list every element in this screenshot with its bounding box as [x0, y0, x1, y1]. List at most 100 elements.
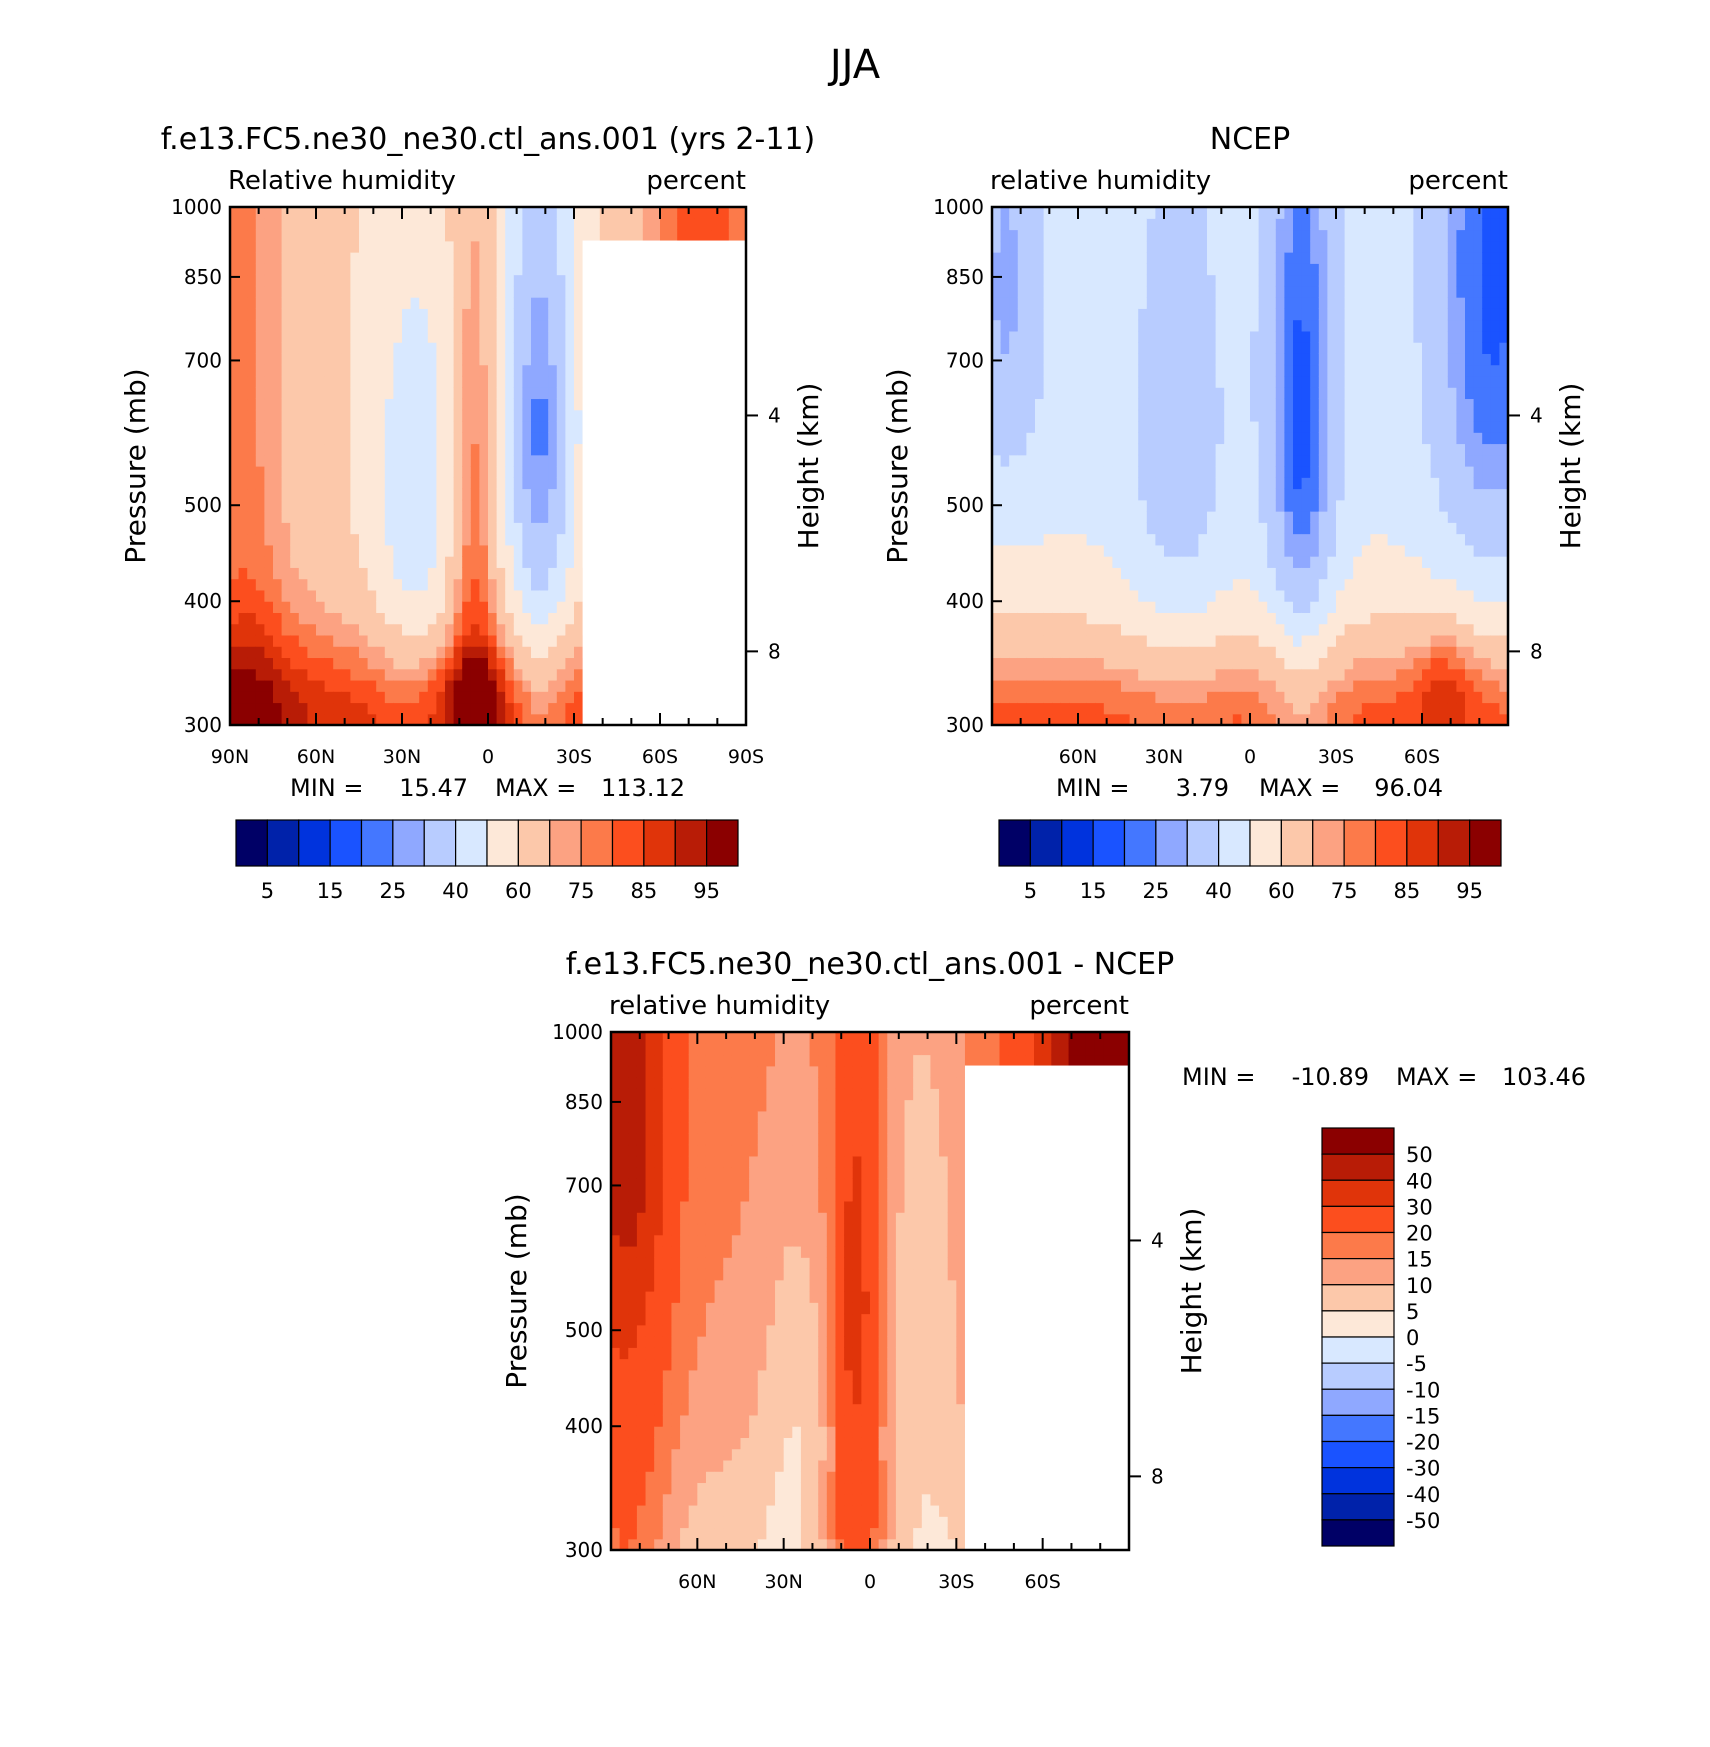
field-cell [513, 646, 523, 659]
field-cell [1284, 533, 1294, 546]
field-cell [1207, 319, 1217, 332]
field-cell [1155, 308, 1165, 321]
field-cell [298, 499, 308, 512]
field-cell [1310, 432, 1320, 445]
field-cell [1129, 544, 1139, 557]
field-cell [230, 240, 240, 253]
field-cell [316, 443, 326, 456]
field-cell [1112, 601, 1122, 613]
field-cell [591, 229, 601, 242]
field-cell [1293, 646, 1303, 659]
field-cell [1275, 342, 1285, 354]
field-cell [1026, 342, 1036, 354]
field-cell [505, 522, 515, 535]
field-cell [376, 466, 386, 478]
field-cell [1318, 342, 1328, 354]
field-cell [556, 330, 566, 343]
field-cell [1086, 488, 1096, 501]
field-cell [1361, 601, 1371, 613]
field-cell [1078, 646, 1088, 659]
field-cell [992, 297, 1002, 309]
field-cell [1353, 454, 1363, 467]
field-cell [1293, 308, 1303, 321]
field-cell [522, 691, 532, 704]
field-cell [1370, 556, 1380, 568]
field-cell [255, 263, 265, 276]
field-cell [341, 578, 351, 591]
field-cell [513, 668, 523, 681]
field-cell [1267, 454, 1277, 467]
field-cell [1043, 342, 1053, 354]
field-cell [350, 308, 360, 321]
field-cell [1267, 691, 1277, 704]
field-cell [316, 668, 326, 681]
field-cell [1198, 657, 1208, 670]
field-cell [427, 567, 437, 580]
field-cell [445, 308, 455, 321]
field-cell [1009, 375, 1019, 388]
field-cell [992, 409, 1002, 422]
field-cell [1275, 432, 1285, 445]
field-cell [1146, 398, 1156, 411]
field-cell [1370, 285, 1380, 298]
field-cell [1121, 567, 1131, 580]
field-cell [230, 375, 240, 388]
field-cell [376, 353, 386, 366]
field-cell [1164, 612, 1174, 625]
field-cell [307, 691, 317, 704]
field-cell [513, 342, 523, 354]
field-cell [1009, 240, 1019, 253]
field-cell [1172, 454, 1182, 467]
field-cell [298, 623, 308, 636]
field-cell [324, 601, 334, 613]
field-cell [1155, 511, 1165, 523]
field-cell [1258, 263, 1268, 276]
field-cell [531, 634, 541, 647]
field-cell [445, 691, 455, 704]
field-cell [410, 432, 420, 445]
field-cell [350, 466, 360, 478]
field-cell [264, 589, 274, 602]
field-cell [419, 567, 429, 580]
field-cell [992, 263, 1002, 276]
field-cell [1344, 533, 1354, 546]
field-cell [1327, 443, 1337, 456]
field-cell [513, 398, 523, 411]
field-cell [1379, 308, 1389, 321]
field-cell [1078, 556, 1088, 568]
field-cell [1146, 409, 1156, 422]
field-cell [273, 387, 283, 400]
field-cell [470, 330, 480, 343]
field-cell [1215, 297, 1225, 309]
field-cell [255, 285, 265, 298]
field-cell [238, 229, 248, 242]
field-cell [539, 398, 549, 411]
field-cell [273, 274, 283, 287]
field-cell [255, 646, 265, 659]
field-cell [992, 578, 1002, 591]
field-cell [1043, 420, 1053, 433]
field-cell [410, 375, 420, 388]
field-cell [1164, 308, 1174, 321]
field-cell [1198, 252, 1208, 264]
field-cell [1078, 634, 1088, 647]
field-cell [1293, 679, 1303, 692]
field-cell [1198, 285, 1208, 298]
field-cell [711, 218, 721, 231]
field-cell [1215, 263, 1225, 276]
field-cell [1232, 240, 1242, 253]
field-cell [1009, 668, 1019, 681]
field-cell [410, 454, 420, 467]
field-cell [1275, 330, 1285, 343]
field-cell [1138, 454, 1148, 467]
field-cell [1164, 432, 1174, 445]
field-cell [531, 398, 541, 411]
field-cell [333, 533, 343, 546]
field-cell [539, 443, 549, 456]
field-cell [376, 499, 386, 512]
field-cell [556, 488, 566, 501]
field-cell [1258, 679, 1268, 692]
field-cell [1155, 578, 1165, 591]
field-cell [1361, 387, 1371, 400]
field-cell [513, 319, 523, 332]
